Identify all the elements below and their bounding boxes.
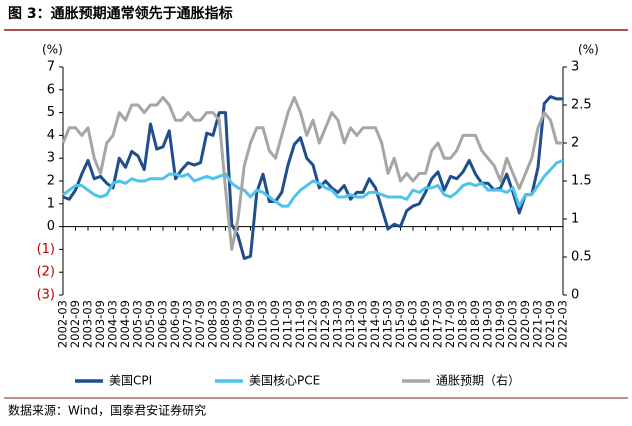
series-line (62, 159, 564, 208)
y2-tick-label: 1.5 (571, 174, 592, 189)
legend-label: 美国CPI (109, 374, 152, 388)
y-tick-label: (2) (37, 265, 55, 280)
x-tick-label: 2011-03 (281, 300, 295, 348)
x-tick-label: 2014-09 (368, 300, 382, 348)
x-tick-label: 2012-09 (318, 300, 332, 348)
x-tick-label: 2020-09 (518, 300, 532, 348)
y2-tick-label: 0.5 (571, 250, 592, 265)
x-tick-label: 2011-09 (293, 300, 307, 348)
y2-tick-label: 2.5 (571, 98, 592, 113)
y-tick-label: 0 (47, 219, 55, 234)
legend-label: 通胀预期（右） (436, 373, 520, 388)
y-tick-label: (3) (37, 288, 55, 303)
y-tick-label: 2 (47, 174, 55, 189)
x-tick-label: 2020-03 (506, 300, 520, 348)
x-tick-label: 2017-09 (443, 300, 457, 348)
x-tick-label: 2006-09 (168, 300, 182, 348)
y2-tick-label: 3 (571, 60, 579, 75)
x-tick-label: 2022-03 (556, 300, 570, 348)
x-tick-label: 2005-03 (131, 300, 145, 348)
x-tick-label: 2002-09 (68, 300, 82, 348)
y2-tick-label: 0 (571, 288, 579, 303)
x-tick-label: 2010-09 (268, 300, 282, 348)
x-tick-label: 2021-03 (531, 300, 545, 348)
x-tick-label: 2019-03 (481, 300, 495, 348)
source: 数据来源：Wind，国泰君安证券研究 (8, 403, 206, 418)
y2-axis-label: (%) (578, 43, 599, 57)
y-tick-label: 5 (47, 105, 55, 120)
y2-tick-label: 1 (571, 212, 579, 227)
legend-label: 美国核心PCE (249, 374, 320, 388)
series-line (62, 95, 563, 261)
x-tick-label: 2008-03 (206, 300, 220, 348)
y-axis-label: (%) (42, 43, 63, 57)
x-tick-label: 2017-03 (431, 300, 445, 348)
y-tick-label: 6 (47, 82, 55, 97)
x-tick-label: 2007-09 (193, 300, 207, 348)
x-tick-label: 2014-03 (356, 300, 370, 348)
x-tick-label: 2009-03 (231, 300, 245, 348)
x-tick-label: 2016-03 (406, 300, 420, 348)
x-tick-label: 2015-03 (381, 300, 395, 348)
x-tick-label: 2012-03 (306, 300, 320, 348)
x-tick-label: 2004-03 (106, 300, 120, 348)
x-tick-label: 2019-09 (493, 300, 507, 348)
x-tick-label: 2013-03 (331, 300, 345, 348)
y-tick-label: 3 (47, 151, 55, 166)
x-tick-label: 2007-03 (181, 300, 195, 348)
x-tick-label: 2003-09 (93, 300, 107, 348)
y-tick-label: 7 (47, 60, 55, 75)
x-tick-label: 2018-09 (468, 300, 482, 348)
y-tick-label: 4 (47, 128, 55, 143)
x-tick-label: 2005-09 (143, 300, 157, 348)
x-tick-label: 2021-09 (543, 300, 557, 348)
y-tick-label: (1) (37, 242, 55, 257)
x-tick-label: 2009-09 (243, 300, 257, 348)
x-tick-label: 2008-09 (218, 300, 232, 348)
y2-tick-label: 2 (571, 136, 579, 151)
x-tick-label: 2018-03 (456, 300, 470, 348)
series-line (61, 95, 563, 251)
x-tick-label: 2013-09 (343, 300, 357, 348)
x-tick-label: 2003-03 (81, 300, 95, 348)
x-tick-label: 2015-09 (393, 300, 407, 348)
x-tick-label: 2006-03 (156, 300, 170, 348)
y-tick-label: 1 (47, 196, 55, 211)
x-tick-label: 2010-03 (256, 300, 270, 348)
x-tick-label: 2016-09 (418, 300, 432, 348)
chart-title: 图 3：通胀预期通常领先于通胀指标 (8, 5, 233, 22)
x-tick-label: 2002-03 (56, 300, 70, 348)
x-tick-label: 2004-09 (118, 300, 132, 348)
